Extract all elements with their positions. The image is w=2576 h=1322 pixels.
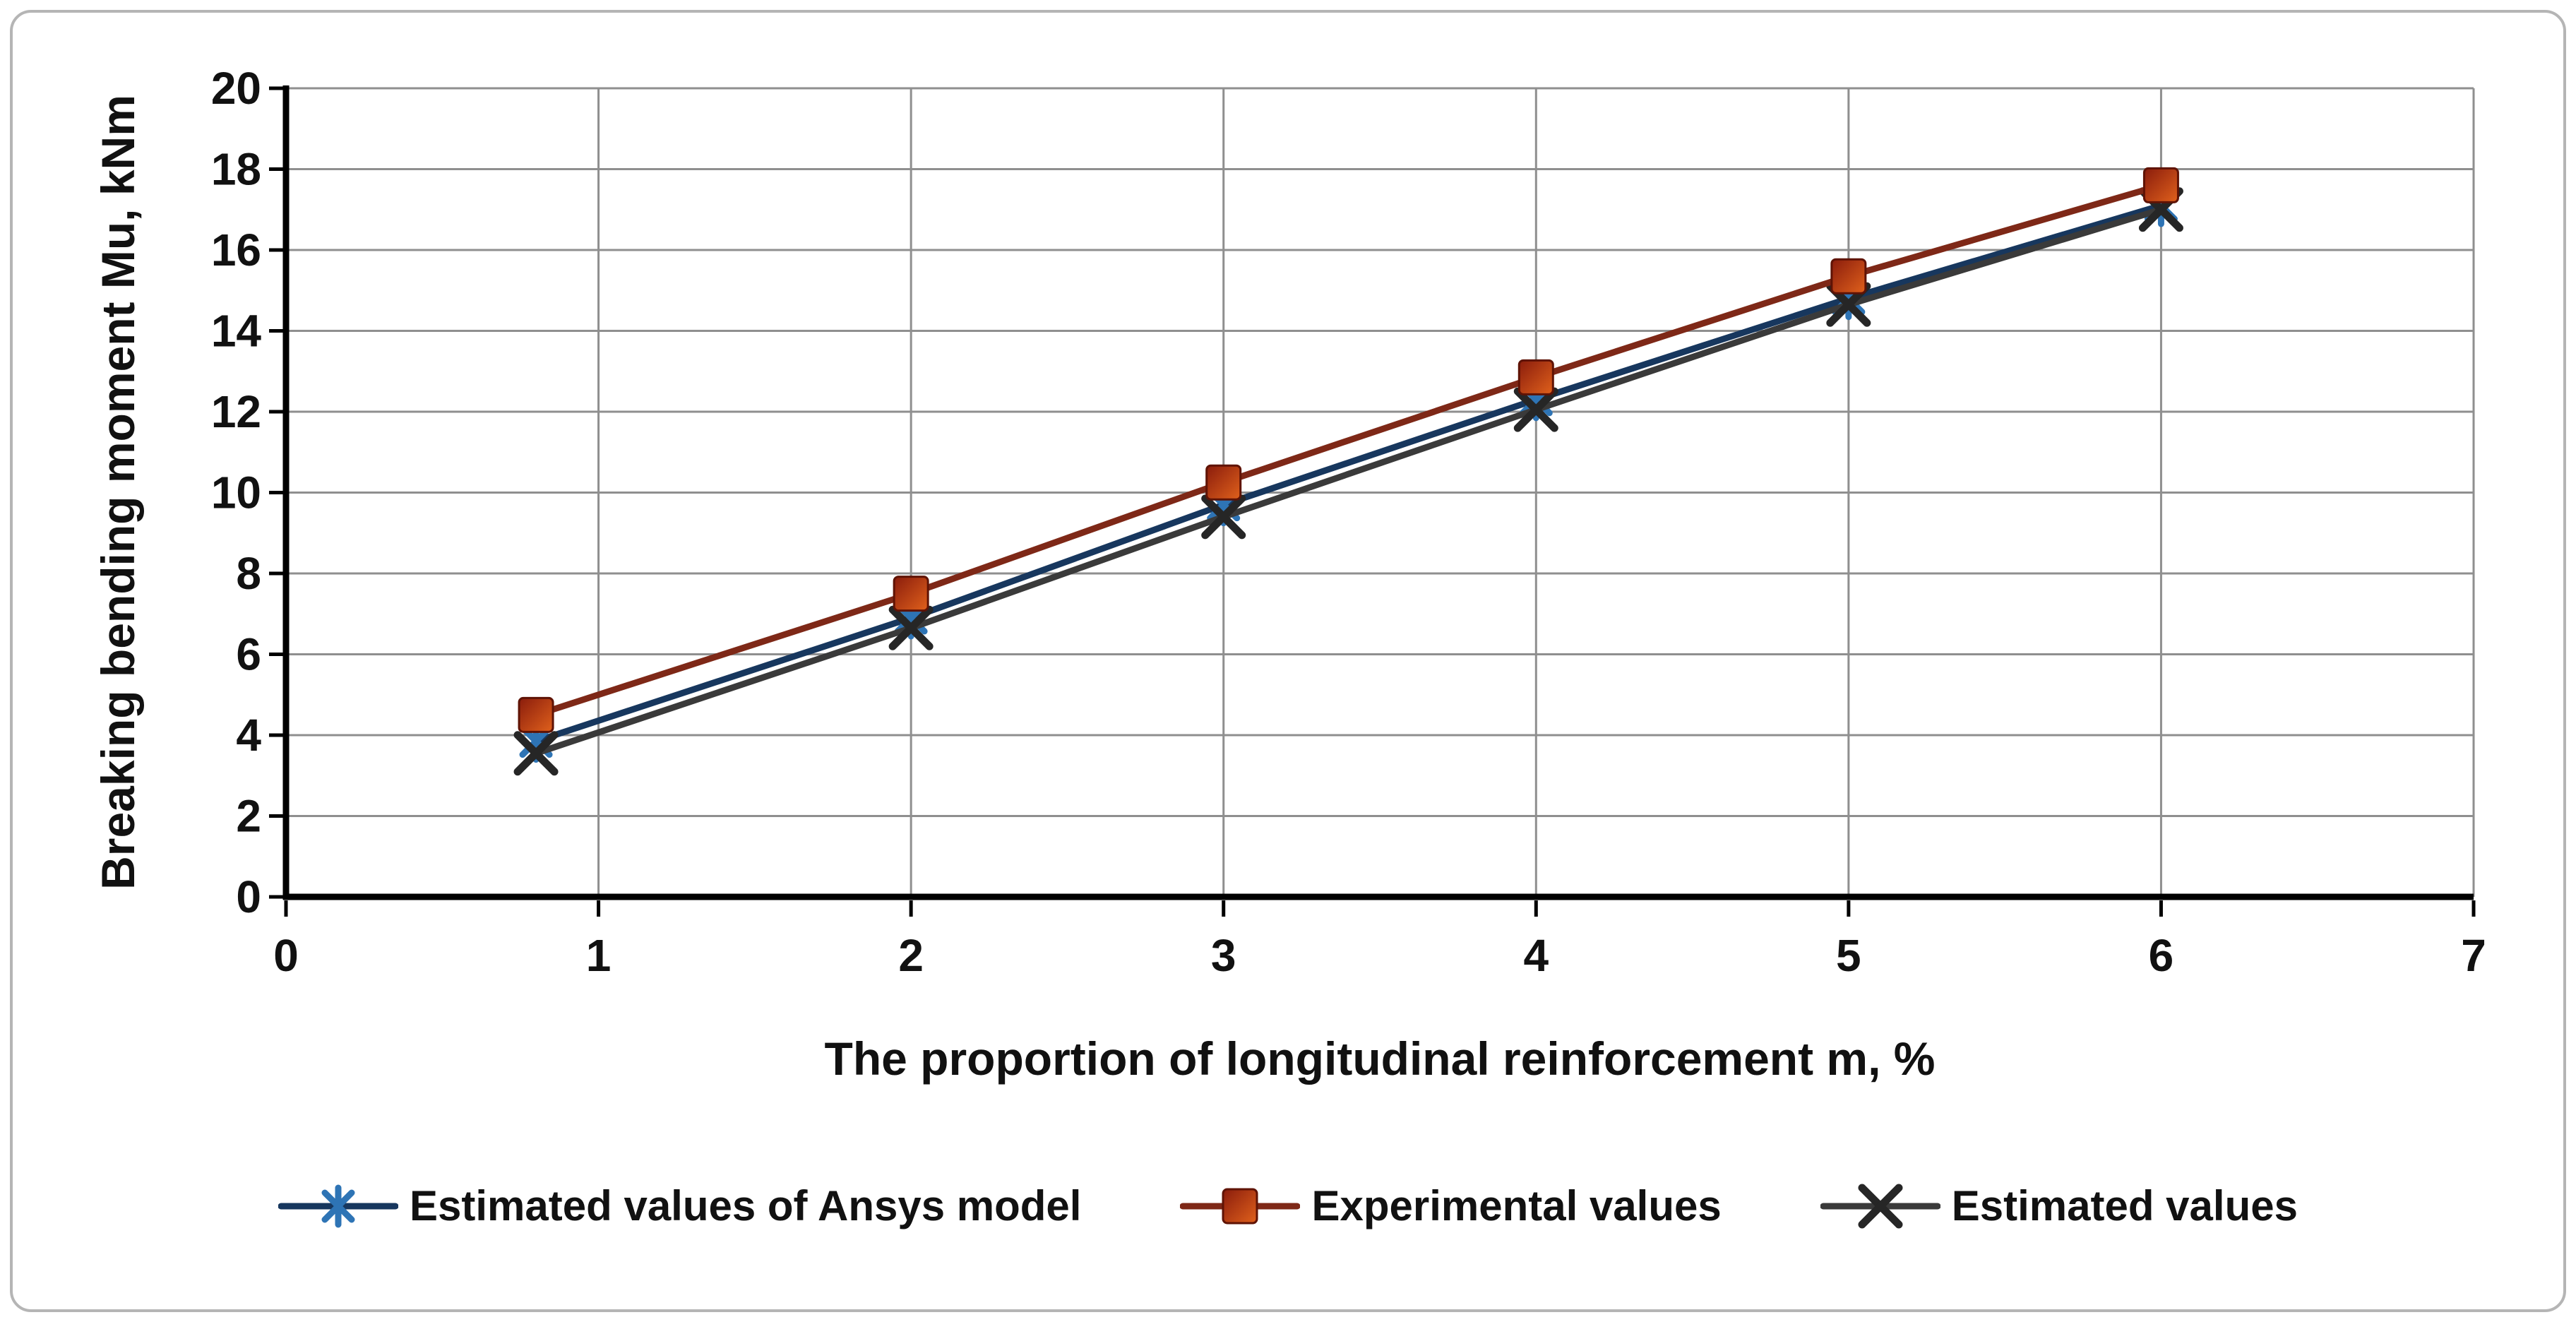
y-tick-label: 20 bbox=[211, 63, 261, 114]
y-tick-label: 0 bbox=[236, 871, 261, 922]
x-tick-label: 7 bbox=[2461, 930, 2486, 981]
legend-label: Experimental values bbox=[1311, 1182, 1722, 1229]
y-tick-label: 12 bbox=[211, 386, 261, 437]
x-axis-title: The proportion of longitudinal reinforce… bbox=[825, 1032, 1936, 1085]
x-tick-label: 4 bbox=[1523, 930, 1549, 981]
y-axis-title: Breaking bending moment Mu, kNm bbox=[92, 95, 144, 890]
legend-item-ansys-model: Estimated values of Ansys model bbox=[278, 1181, 1081, 1232]
y-tick-label: 14 bbox=[211, 306, 262, 357]
series-line bbox=[532, 202, 2164, 745]
series-markers bbox=[513, 187, 2183, 776]
series-line bbox=[532, 181, 2164, 718]
square-marker-icon bbox=[1180, 1188, 1301, 1225]
legend-label: Estimated values bbox=[1951, 1182, 2298, 1229]
x-marker-icon bbox=[1820, 1184, 1940, 1229]
x-tick-label: 2 bbox=[898, 930, 924, 981]
y-tick-label: 16 bbox=[211, 225, 261, 275]
y-tick-label: 2 bbox=[236, 791, 261, 842]
series-markers bbox=[518, 167, 2179, 733]
x-tick-label: 5 bbox=[1836, 930, 1861, 981]
x-tick-label: 3 bbox=[1211, 930, 1236, 981]
x-tick-label: 0 bbox=[273, 930, 299, 981]
x-tick-label: 6 bbox=[2149, 930, 2174, 981]
y-tick-label: 4 bbox=[236, 710, 261, 761]
y-tick-label: 8 bbox=[236, 548, 261, 599]
x-tick-label: 1 bbox=[586, 930, 612, 981]
series-line bbox=[532, 206, 2164, 757]
legend-label: Estimated values of Ansys model bbox=[410, 1182, 1082, 1229]
asterisk-marker-icon bbox=[278, 1184, 399, 1228]
legend-item-experimental: Experimental values bbox=[1180, 1181, 1722, 1232]
y-tick-label: 18 bbox=[211, 144, 261, 195]
y-tick-label: 6 bbox=[236, 629, 261, 680]
legend: Estimated values of Ansys model Experime… bbox=[0, 1181, 2576, 1232]
legend-item-estimated: Estimated values bbox=[1820, 1181, 2298, 1232]
y-tick-label: 10 bbox=[211, 468, 261, 518]
